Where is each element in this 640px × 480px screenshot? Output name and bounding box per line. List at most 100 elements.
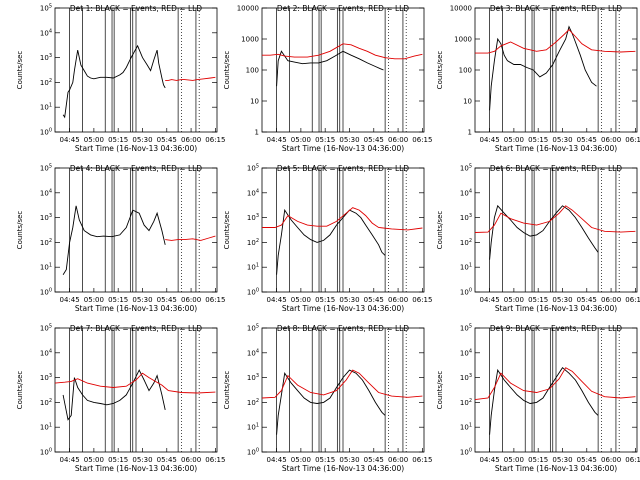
series-line-lld — [475, 29, 636, 54]
x-axis-label: Start Time (16-Nov-13 04:36:00) — [495, 464, 617, 473]
x-tick-label: 06:15 — [412, 296, 432, 304]
x-tick-label: 05:00 — [291, 456, 311, 464]
y-axis-label: Counts/sec — [223, 211, 231, 250]
y-axis-label: Counts/sec — [436, 211, 444, 250]
y-tick-label: 101 — [40, 263, 52, 272]
x-tick-label: 06:15 — [205, 456, 225, 464]
x-tick-label: 05:15 — [315, 296, 335, 304]
series-line-events — [62, 44, 166, 119]
x-tick-label: 04:45 — [59, 296, 79, 304]
x-tick-label: 05:00 — [84, 296, 104, 304]
x-tick-label: 05:15 — [528, 296, 548, 304]
subplot-det-9: Det 9: BLACK = Events, RED = LLD10010110… — [436, 324, 640, 474]
y-tick-label: 102 — [247, 238, 259, 247]
x-axis-label: Start Time (16-Nov-13 04:36:00) — [495, 304, 617, 313]
x-tick-label: 05:30 — [339, 136, 359, 144]
y-tick-label: 100 — [460, 448, 472, 457]
series-line-events — [62, 205, 166, 275]
x-tick-label: 06:15 — [625, 136, 640, 144]
y-tick-label: 104 — [40, 28, 52, 37]
y-tick-label: 102 — [40, 238, 52, 247]
y-tick-label: 100 — [40, 128, 52, 137]
x-tick-label: 05:30 — [552, 296, 572, 304]
y-tick-label: 104 — [40, 348, 52, 357]
x-tick-label: 06:00 — [181, 136, 201, 144]
y-tick-label: 104 — [247, 348, 259, 357]
x-axis-label: Start Time (16-Nov-13 04:36:00) — [282, 304, 404, 313]
series-line-lld — [475, 205, 636, 233]
subplot-det-7: Det 7: BLACK = Events, RED = LLD10010110… — [16, 324, 225, 474]
x-tick-label: 04:45 — [59, 456, 79, 464]
x-tick-label: 06:00 — [388, 456, 408, 464]
x-tick-label: 06:00 — [601, 456, 621, 464]
x-tick-label: 05:15 — [528, 136, 548, 144]
y-axis-label: Counts/sec — [16, 371, 24, 410]
subplot-det-1: Det 1: BLACK = Events, RED = LLD10010110… — [16, 4, 225, 154]
x-tick-label: 05:15 — [315, 136, 335, 144]
y-axis-label: Counts/sec — [436, 51, 444, 90]
y-axis-label: Counts/sec — [16, 51, 24, 90]
x-tick-label: 06:15 — [412, 456, 432, 464]
x-tick-label: 05:45 — [364, 456, 384, 464]
x-tick-label: 05:15 — [108, 136, 128, 144]
y-tick-label: 101 — [247, 423, 259, 432]
x-axis-label: Start Time (16-Nov-13 04:36:00) — [282, 144, 404, 153]
y-tick-label: 103 — [247, 213, 259, 222]
x-tick-label: 06:15 — [625, 296, 640, 304]
x-tick-label: 05:15 — [108, 456, 128, 464]
x-tick-label: 05:30 — [552, 136, 572, 144]
series-line-lld — [55, 372, 216, 394]
y-axis-label: Counts/sec — [16, 211, 24, 250]
y-tick-label: 105 — [460, 164, 472, 173]
y-tick-label: 1000 — [454, 36, 472, 44]
subplot-det-2: Det 2: BLACK = Events, RED = LLD11010010… — [223, 4, 432, 153]
x-tick-label: 05:00 — [84, 136, 104, 144]
y-tick-label: 102 — [40, 398, 52, 407]
series-line-events — [276, 50, 384, 87]
y-tick-label: 104 — [460, 188, 472, 197]
subplot-det-3: Det 3: BLACK = Events, RED = LLD11010010… — [436, 4, 640, 153]
x-tick-label: 06:15 — [625, 456, 640, 464]
x-tick-label: 04:45 — [266, 456, 286, 464]
x-tick-label: 04:45 — [266, 296, 286, 304]
y-tick-label: 101 — [40, 423, 52, 432]
series-line-lld — [475, 367, 636, 401]
x-tick-label: 06:15 — [205, 136, 225, 144]
subplot-det-6: Det 6: BLACK = Events, RED = LLD10010110… — [436, 164, 640, 314]
y-tick-label: 102 — [460, 238, 472, 247]
y-tick-label: 101 — [460, 263, 472, 272]
x-tick-label: 05:45 — [364, 296, 384, 304]
x-tick-label: 06:00 — [388, 136, 408, 144]
subplot-det-8: Det 8: BLACK = Events, RED = LLD10010110… — [223, 324, 432, 474]
x-tick-label: 06:00 — [181, 296, 201, 304]
y-tick-label: 102 — [247, 398, 259, 407]
x-tick-label: 05:30 — [339, 296, 359, 304]
y-tick-label: 105 — [460, 324, 472, 333]
y-tick-label: 103 — [460, 373, 472, 382]
y-tick-label: 101 — [247, 263, 259, 272]
y-axis-label: Counts/sec — [223, 371, 231, 410]
subplot-det-5: Det 5: BLACK = Events, RED = LLD10010110… — [223, 164, 432, 314]
y-tick-label: 103 — [247, 373, 259, 382]
y-tick-label: 102 — [40, 78, 52, 87]
series-line-events — [489, 25, 597, 111]
x-tick-label: 05:45 — [577, 456, 597, 464]
y-tick-label: 102 — [460, 398, 472, 407]
y-tick-label: 1 — [255, 129, 259, 137]
x-axis-label: Start Time (16-Nov-13 04:36:00) — [75, 144, 197, 153]
x-axis-label: Start Time (16-Nov-13 04:36:00) — [75, 304, 197, 313]
y-tick-label: 104 — [40, 188, 52, 197]
y-tick-label: 1 — [468, 129, 472, 137]
x-tick-label: 04:45 — [479, 136, 499, 144]
y-tick-label: 100 — [40, 448, 52, 457]
y-tick-label: 10000 — [450, 5, 472, 13]
x-axis-label: Start Time (16-Nov-13 04:36:00) — [282, 464, 404, 473]
x-axis-label: Start Time (16-Nov-13 04:36:00) — [75, 464, 197, 473]
x-tick-label: 05:45 — [157, 136, 177, 144]
x-tick-label: 05:00 — [291, 136, 311, 144]
x-tick-label: 05:45 — [157, 296, 177, 304]
y-tick-label: 100 — [40, 288, 52, 297]
x-tick-label: 06:00 — [601, 296, 621, 304]
y-axis-label: Counts/sec — [223, 51, 231, 90]
